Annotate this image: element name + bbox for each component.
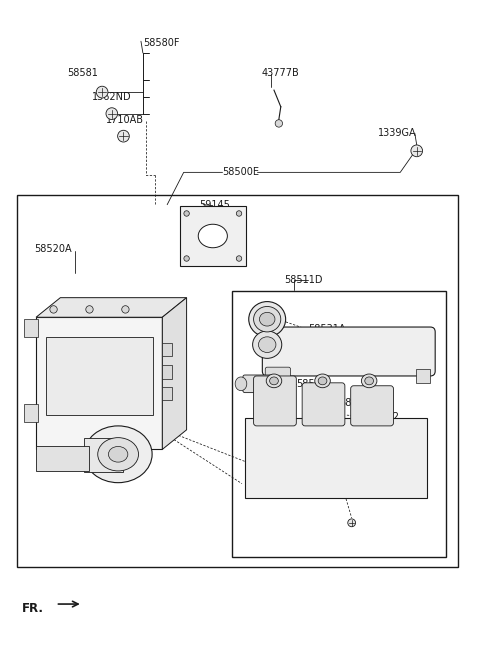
Text: 43777B: 43777B: [262, 68, 299, 78]
Bar: [416, 369, 431, 383]
FancyBboxPatch shape: [263, 327, 435, 376]
FancyBboxPatch shape: [243, 375, 274, 393]
Bar: [84, 438, 123, 472]
Circle shape: [275, 120, 283, 127]
Text: 58525A: 58525A: [325, 457, 363, 467]
Circle shape: [411, 145, 422, 157]
Bar: [24, 319, 38, 337]
Circle shape: [236, 256, 242, 261]
Polygon shape: [162, 298, 187, 449]
Ellipse shape: [361, 374, 377, 388]
Circle shape: [86, 306, 93, 313]
Text: 59145: 59145: [199, 200, 230, 210]
Text: 58672: 58672: [368, 412, 399, 422]
Circle shape: [122, 306, 129, 313]
Text: 58535: 58535: [296, 379, 327, 389]
Bar: [24, 404, 38, 422]
Ellipse shape: [318, 377, 327, 385]
Ellipse shape: [270, 377, 278, 385]
Bar: [232, 291, 446, 557]
Circle shape: [118, 130, 129, 142]
Bar: [162, 387, 172, 401]
Ellipse shape: [84, 426, 152, 483]
Bar: [162, 343, 172, 356]
Bar: [180, 206, 246, 266]
Circle shape: [184, 211, 189, 216]
Ellipse shape: [98, 438, 139, 471]
Circle shape: [50, 306, 57, 313]
Bar: [36, 317, 162, 449]
Circle shape: [236, 211, 242, 216]
Text: 58672: 58672: [339, 398, 370, 409]
Ellipse shape: [108, 447, 128, 462]
FancyBboxPatch shape: [302, 383, 345, 426]
Ellipse shape: [258, 337, 276, 353]
FancyBboxPatch shape: [265, 367, 290, 381]
Text: 58520A: 58520A: [34, 244, 72, 254]
Text: FR.: FR.: [22, 602, 44, 616]
Ellipse shape: [253, 306, 281, 332]
Bar: [245, 418, 427, 498]
Text: 58581: 58581: [67, 68, 98, 78]
Ellipse shape: [235, 377, 247, 391]
Circle shape: [184, 256, 189, 261]
Text: 1339GA: 1339GA: [378, 128, 417, 138]
Text: 1710AB: 1710AB: [106, 114, 144, 125]
Ellipse shape: [259, 312, 275, 326]
Bar: [17, 195, 458, 567]
Ellipse shape: [198, 224, 228, 248]
Bar: [36, 447, 89, 471]
Text: 58531A: 58531A: [308, 324, 346, 334]
Text: 58672: 58672: [254, 408, 286, 418]
Polygon shape: [36, 298, 187, 317]
Text: 58511D: 58511D: [284, 275, 322, 285]
Text: 58500E: 58500E: [223, 168, 260, 177]
Ellipse shape: [249, 302, 286, 337]
Ellipse shape: [252, 331, 282, 358]
Bar: [162, 365, 172, 379]
Text: 1362ND: 1362ND: [92, 92, 132, 102]
Circle shape: [106, 108, 118, 120]
Text: 58580F: 58580F: [143, 38, 180, 48]
Ellipse shape: [266, 374, 282, 388]
Circle shape: [96, 86, 108, 98]
Bar: [46, 337, 153, 415]
FancyBboxPatch shape: [351, 386, 394, 426]
Circle shape: [348, 519, 356, 527]
FancyBboxPatch shape: [253, 376, 296, 426]
Ellipse shape: [365, 377, 373, 385]
Ellipse shape: [315, 374, 330, 388]
